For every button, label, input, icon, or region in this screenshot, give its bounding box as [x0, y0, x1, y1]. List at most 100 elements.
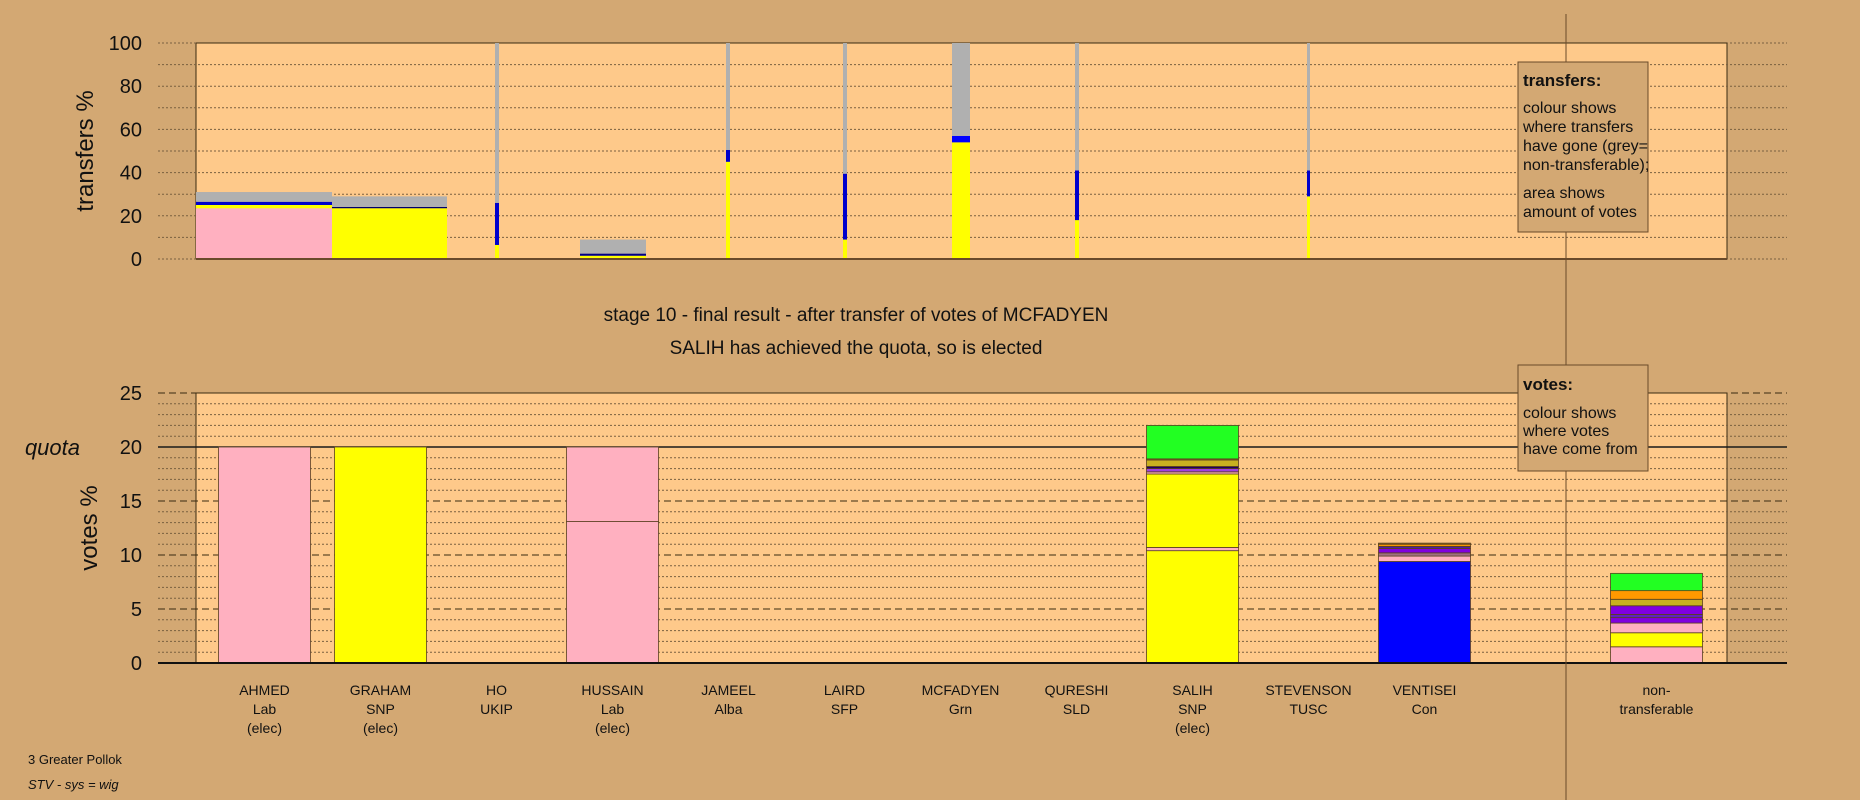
candidate-label-name: AHMED: [239, 682, 290, 698]
vote-segment: [1146, 424, 1239, 460]
transfer-segment: [580, 253, 646, 256]
transfers-legend: transfers: colour shows where transfers …: [1517, 61, 1649, 233]
vote-segment: [1378, 542, 1471, 545]
legend-line: have come from: [1523, 441, 1638, 458]
candidate-label-party: TUSC: [1289, 701, 1327, 717]
transfer-segment: [726, 161, 730, 259]
transfer-segment: [843, 173, 847, 240]
transfer-segment: [332, 206, 447, 209]
bottom-plot-area: [195, 392, 1728, 664]
legend-line: have gone (grey=: [1523, 138, 1648, 155]
vote-segment: [1610, 622, 1703, 634]
transfer-segment: [196, 192, 332, 202]
bottom-ylabel: votes %: [76, 485, 103, 570]
transfer-segment: [196, 205, 332, 209]
vote-segment: [1378, 552, 1471, 557]
vote-segment: [1146, 547, 1239, 552]
vote-segment: [1146, 459, 1239, 467]
candidate-label-name: STEVENSON: [1265, 682, 1351, 698]
bottom-ytick-label: 25: [120, 383, 142, 405]
transfer-segment: [580, 255, 646, 259]
transfer-segment: [196, 201, 332, 205]
legend-line: colour shows: [1523, 100, 1616, 117]
legend-line: colour shows: [1523, 405, 1616, 422]
transfers-legend-title: transfers:: [1523, 71, 1601, 90]
transfer-segment: [332, 196, 447, 207]
vote-segment: [1146, 473, 1239, 548]
candidate-label-name: GRAHAM: [350, 682, 411, 698]
footer-constituency: 3 Greater Pollok: [28, 752, 122, 767]
candidate-label-name: non-: [1642, 682, 1670, 698]
legend-line: area shows: [1523, 185, 1605, 202]
votes-legend-title: votes:: [1523, 375, 1573, 394]
candidate-label-name: HO: [486, 682, 507, 698]
bottom-ytick-label: 0: [131, 653, 142, 675]
top-ytick-label: 100: [109, 33, 142, 55]
candidate-label-party: SLD: [1063, 701, 1090, 717]
candidate-label-status: (elec): [247, 720, 282, 736]
transfer-segment: [952, 142, 970, 259]
candidate-label-name: VENTISEI: [1393, 682, 1457, 698]
vote-segment: [1610, 614, 1703, 619]
candidate-label-status: (elec): [1175, 720, 1210, 736]
transfer-segment: [1307, 196, 1310, 259]
candidate-label-name: QURESHI: [1045, 682, 1109, 698]
vote-segment: [1378, 555, 1471, 562]
candidate-label-name: MCFADYEN: [922, 682, 1000, 698]
candidate-label-party: Alba: [714, 701, 742, 717]
candidate-label-name: SALIH: [1172, 682, 1212, 698]
bottom-ytick-label: 15: [120, 491, 142, 513]
transfer-segment: [1075, 220, 1079, 259]
candidate-label-name: LAIRD: [824, 682, 865, 698]
candidate-label-name: JAMEEL: [701, 682, 756, 698]
transfer-segment: [495, 244, 499, 259]
vote-segment: [566, 446, 659, 522]
transfer-segment: [1075, 170, 1079, 221]
chart-title: stage 10 - final result - after transfer…: [604, 305, 1109, 326]
vote-segment: [1610, 572, 1703, 592]
transfer-segment: [843, 239, 847, 259]
transfer-segment: [495, 43, 499, 203]
vote-segment: [1610, 632, 1703, 648]
top-ytick-label: 40: [120, 163, 142, 185]
candidate-label-party: UKIP: [480, 701, 513, 717]
transfer-segment: [726, 43, 730, 150]
vote-segment: [566, 521, 659, 664]
top-ytick-label: 20: [120, 206, 142, 228]
candidate-label-party: SFP: [831, 701, 858, 717]
chart-subtitle: SALIH has achieved the quota, so is elec…: [670, 338, 1043, 359]
candidate-label-party: SNP: [1178, 701, 1207, 717]
footer-system: STV - sys = wig: [28, 777, 119, 792]
vote-segment: [1610, 617, 1703, 624]
candidate-label-party: transferable: [1620, 701, 1694, 717]
bottom-ytick-label: 10: [120, 545, 142, 567]
bottom-ytick-label: 20: [120, 437, 142, 459]
transfer-segment: [843, 43, 847, 174]
vote-segment: [1146, 550, 1239, 664]
legend-line: where transfers: [1522, 119, 1633, 136]
transfer-segment: [196, 208, 332, 259]
candidate-label-party: SNP: [366, 701, 395, 717]
candidate-label-status: (elec): [595, 720, 630, 736]
candidate-label-status: (elec): [363, 720, 398, 736]
vote-segment: [1378, 561, 1471, 664]
top-ytick-label: 80: [120, 76, 142, 98]
vote-segment: [1610, 598, 1703, 607]
legend-line: non-transferable);: [1523, 157, 1649, 174]
candidate-label-party: Lab: [253, 701, 277, 717]
top-ytick-label: 60: [120, 119, 142, 141]
vote-segment: [334, 446, 427, 664]
vote-segment: [1146, 468, 1239, 473]
transfer-segment: [726, 149, 730, 162]
legend-line: amount of votes: [1523, 204, 1637, 221]
candidate-label-name: HUSSAIN: [581, 682, 643, 698]
transfer-segment: [1307, 170, 1310, 197]
transfer-segment: [332, 208, 447, 259]
transfer-segment: [495, 202, 499, 245]
bottom-ytick-label: 5: [131, 599, 142, 621]
candidate-label-party: Lab: [601, 701, 625, 717]
vote-segment: [1610, 605, 1703, 615]
candidate-label-party: Grn: [949, 701, 972, 717]
candidate-label-party: Con: [1412, 701, 1438, 717]
